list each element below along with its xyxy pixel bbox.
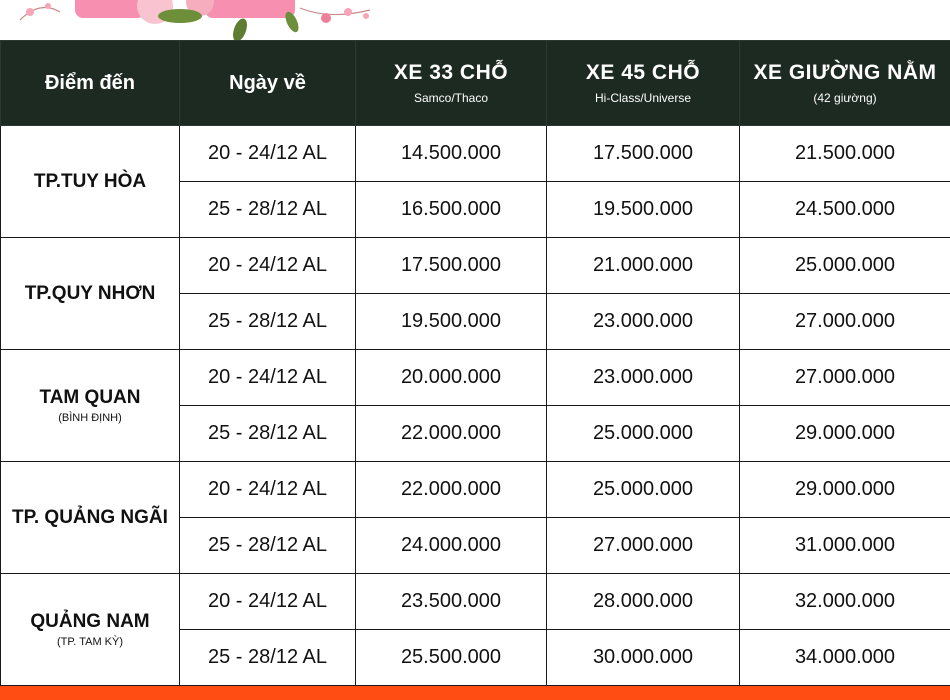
destination-subtitle: (BÌNH ĐỊNH) (58, 412, 122, 424)
table-row: TP.QUY NHƠN 20 - 24/12 AL 17.500.000 21.… (0, 237, 950, 350)
price-33: 14.500.000 (355, 125, 547, 182)
destination-name: TAM QUAN (39, 387, 141, 408)
return-date: 20 - 24/12 AL (179, 125, 356, 182)
price-45: 30.000.000 (546, 629, 740, 686)
price-33: 19.500.000 (355, 293, 547, 350)
price-sleeper: 27.000.000 (739, 349, 950, 406)
price-sleeper: 24.500.000 (739, 181, 950, 238)
destination-cell: TP. QUẢNG NGÃI (0, 461, 180, 574)
price-sleeper: 32.000.000 (739, 573, 950, 630)
price-45: 17.500.000 (546, 125, 740, 182)
header-return-date: Ngày về (179, 40, 356, 126)
return-date: 25 - 28/12 AL (179, 517, 356, 574)
return-date: 25 - 28/12 AL (179, 181, 356, 238)
flower-decoration (0, 0, 400, 42)
table-header-row: Điểm đến Ngày về XE 33 CHỖ Samco/Thaco X… (0, 40, 950, 126)
table-row: 25 - 28/12 AL 24.000.000 27.000.000 31.0… (1, 517, 950, 574)
price-33: 25.500.000 (355, 629, 547, 686)
destination-name: TP. QUẢNG NGÃI (12, 506, 168, 528)
return-date: 20 - 24/12 AL (179, 461, 356, 518)
table-row: TP.TUY HÒA 20 - 24/12 AL 14.500.000 17.5… (0, 125, 950, 238)
destination-name: QUẢNG NAM (30, 611, 150, 632)
header-bus-45: XE 45 CHỖ Hi-Class/Universe (546, 40, 740, 126)
price-33: 16.500.000 (355, 181, 547, 238)
return-date: 20 - 24/12 AL (179, 573, 356, 630)
return-date: 20 - 24/12 AL (179, 349, 356, 406)
destination-name: TP.TUY HÒA (33, 170, 147, 192)
price-33: 24.000.000 (355, 517, 547, 574)
price-table: Điểm đến Ngày về XE 33 CHỖ Samco/Thaco X… (0, 40, 950, 686)
table-row: 25 - 28/12 AL 25.500.000 30.000.000 34.0… (1, 629, 950, 686)
header-subtitle: Hi-Class/Universe (594, 91, 692, 105)
price-45: 21.000.000 (546, 237, 740, 294)
header-title: XE 33 CHỖ (393, 61, 509, 84)
destination-cell: TP.QUY NHƠN (0, 237, 180, 350)
destination-name: TP.QUY NHƠN (24, 282, 156, 304)
header-subtitle: (42 giường) (813, 91, 877, 105)
destination-cell: TAM QUAN (BÌNH ĐỊNH) (0, 349, 180, 462)
destination-cell: QUẢNG NAM (TP. TAM KỲ) (0, 573, 180, 686)
table-row: 25 - 28/12 AL 22.000.000 25.000.000 29.0… (1, 405, 950, 462)
price-33: 22.000.000 (355, 461, 547, 518)
price-sleeper: 21.500.000 (739, 125, 950, 182)
return-date: 25 - 28/12 AL (179, 293, 356, 350)
price-45: 25.000.000 (546, 405, 740, 462)
price-45: 19.500.000 (546, 181, 740, 238)
header-title: XE 45 CHỖ (585, 61, 701, 84)
price-33: 23.500.000 (355, 573, 547, 630)
header-title: Điểm đến (44, 71, 136, 94)
price-33: 17.500.000 (355, 237, 547, 294)
price-45: 23.000.000 (546, 293, 740, 350)
price-sleeper: 25.000.000 (739, 237, 950, 294)
table-row: QUẢNG NAM (TP. TAM KỲ) 20 - 24/12 AL 23.… (0, 573, 950, 686)
return-date: 20 - 24/12 AL (179, 237, 356, 294)
price-45: 25.000.000 (546, 461, 740, 518)
price-sleeper: 34.000.000 (739, 629, 950, 686)
return-date: 25 - 28/12 AL (179, 405, 356, 462)
header-bus-33: XE 33 CHỖ Samco/Thaco (355, 40, 547, 126)
header-destination: Điểm đến (0, 40, 180, 126)
price-sleeper: 27.000.000 (739, 293, 950, 350)
header-title: XE GIƯỜNG NẰM (753, 61, 937, 84)
price-sleeper: 29.000.000 (739, 461, 950, 518)
price-45: 27.000.000 (546, 517, 740, 574)
header-title: Ngày về (229, 71, 306, 94)
destination-cell: TP.TUY HÒA (0, 125, 180, 238)
price-45: 28.000.000 (546, 573, 740, 630)
header-sleeper-bus: XE GIƯỜNG NẰM (42 giường) (739, 40, 950, 126)
return-date: 25 - 28/12 AL (179, 629, 356, 686)
price-45: 23.000.000 (546, 349, 740, 406)
destination-subtitle: (TP. TAM KỲ) (56, 636, 123, 648)
header-subtitle: Samco/Thaco (413, 91, 489, 105)
table-row: TP. QUẢNG NGÃI 20 - 24/12 AL 22.000.000 … (0, 461, 950, 574)
table-row: 25 - 28/12 AL 19.500.000 23.000.000 27.0… (1, 293, 950, 350)
price-sleeper: 29.000.000 (739, 405, 950, 462)
price-sleeper: 31.000.000 (739, 517, 950, 574)
accent-footer-bar (0, 686, 950, 700)
price-33: 20.000.000 (355, 349, 547, 406)
table-row: TAM QUAN (BÌNH ĐỊNH) 20 - 24/12 AL 20.00… (0, 349, 950, 462)
price-33: 22.000.000 (355, 405, 547, 462)
